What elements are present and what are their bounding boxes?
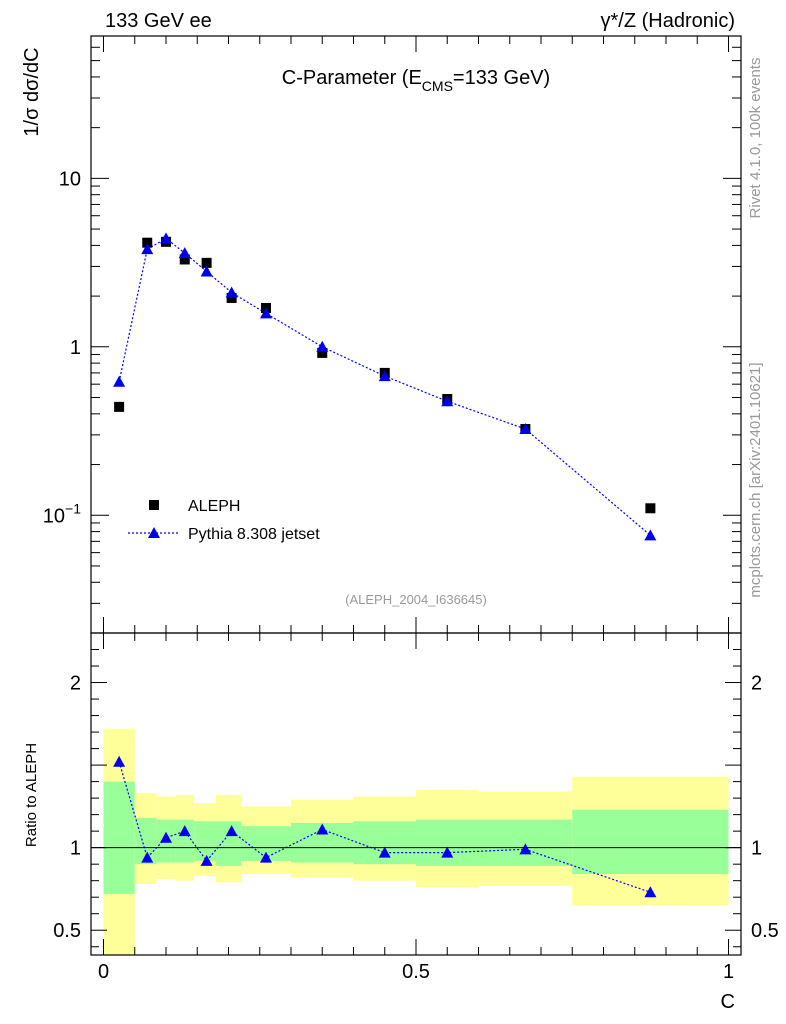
ratio-point-8 [378, 846, 391, 858]
pythia-point-3 [178, 247, 191, 259]
mcplots-label: mcplots.cern.ch [arXiv:2401.10621] [747, 362, 764, 597]
aleph-point-7 [317, 347, 328, 358]
pythia-point-7 [316, 340, 329, 352]
pythia-point-0 [113, 375, 126, 387]
ratio-point-7 [316, 823, 329, 835]
ratio-point-4 [200, 854, 213, 866]
main-ytick-label-base-2: 10 [43, 505, 65, 527]
band-inner-8 [353, 821, 416, 865]
ratio-ytick-label-left-1: 1 [70, 838, 81, 860]
pythia-point-5 [225, 286, 238, 298]
ratio-frame [90, 632, 742, 956]
ratio-point-10 [519, 843, 532, 855]
legend-label-pythia: Pythia 8.308 jetset [188, 526, 320, 543]
xtick-label-1: 0.5 [402, 961, 430, 983]
main-pythia-line [118, 237, 651, 536]
data-markers [113, 232, 657, 898]
band-inner-1 [134, 817, 157, 865]
main-ytick-label-2: 10−1 [43, 500, 81, 527]
ratio-ytick-label-right-0: 2 [751, 673, 762, 695]
aleph-point-5 [226, 292, 237, 303]
ratio-point-2 [160, 831, 172, 843]
header-left: 133 GeV ee [105, 10, 212, 32]
ratio-ytick-label-right-2: 0.5 [751, 920, 779, 942]
ratio-pythia-line [118, 761, 651, 893]
aleph-point-1 [142, 237, 153, 248]
pythia-point-2 [160, 232, 172, 244]
main-frame [90, 35, 742, 634]
ratio-point-0 [113, 755, 126, 767]
legend: ALEPH Pythia 8.308 jetset [128, 498, 320, 543]
x-axis-label: C [721, 991, 735, 1013]
chart-title: C-Parameter (ECMS=133 GeV) [282, 67, 550, 94]
main-ytick-label-1: 1 [70, 337, 81, 359]
legend-label-aleph: ALEPH [188, 498, 240, 515]
aleph-point-4 [201, 257, 212, 268]
pythia-point-8 [378, 370, 391, 382]
main-ytick-label-exp-2: −1 [65, 500, 81, 516]
rivet-version-label: Rivet 4.1.0, 100k events [747, 58, 764, 219]
pythia-point-6 [260, 307, 272, 319]
band-inner-3 [175, 819, 195, 863]
band-inner-10 [478, 819, 573, 866]
chart-title-sub: CMS [422, 78, 453, 94]
band-inner-9 [416, 819, 479, 866]
ratio-point-9 [441, 846, 454, 858]
ratio-point-6 [260, 851, 272, 863]
band-inner-11 [572, 809, 729, 875]
pythia-point-11 [644, 529, 657, 541]
ratio-point-3 [178, 825, 191, 837]
aleph-point-3 [179, 254, 190, 265]
band-inner-5 [216, 821, 241, 866]
chart-title-main: C-Parameter (E [282, 67, 422, 89]
ratio-uncertainty-bands [103, 728, 729, 955]
main-y-axis-label: 1/σ dσ/dC [21, 47, 43, 136]
pythia-point-10 [519, 423, 532, 435]
ratio-ytick-label-left-0: 2 [70, 673, 81, 695]
main-ytick-label-base-1: 1 [70, 337, 81, 359]
legend-marker-pythia [148, 527, 160, 538]
main-ytick-label-base-0: 10 [59, 168, 81, 190]
ratio-ytick-label-right-1: 1 [751, 838, 762, 860]
band-inner-4 [194, 821, 216, 861]
pythia-point-4 [200, 265, 213, 277]
xtick-label-2: 1 [723, 961, 734, 983]
aleph-point-11 [645, 503, 656, 514]
ratio-y-axis-label: Ratio to ALEPH [23, 743, 40, 847]
pythia-point-1 [141, 243, 154, 255]
ratio-point-11 [644, 886, 657, 898]
xtick-label-0: 0 [98, 961, 109, 983]
ratio-point-1 [141, 851, 154, 863]
axis-ticks [91, 35, 741, 955]
legend-marker-aleph [149, 500, 159, 510]
ratio-ytick-label-left-2: 0.5 [53, 920, 81, 942]
main-ytick-label-0: 10 [59, 168, 81, 190]
pythia-point-9 [441, 395, 454, 407]
chart-title-tail: =133 GeV) [453, 67, 550, 89]
analysis-watermark: (ALEPH_2004_I636645) [345, 592, 487, 607]
header-right: γ*/Z (Hadronic) [601, 10, 735, 32]
band-inner-0 [103, 781, 135, 894]
aleph-point-0 [114, 401, 125, 412]
ratio-point-5 [225, 825, 238, 837]
